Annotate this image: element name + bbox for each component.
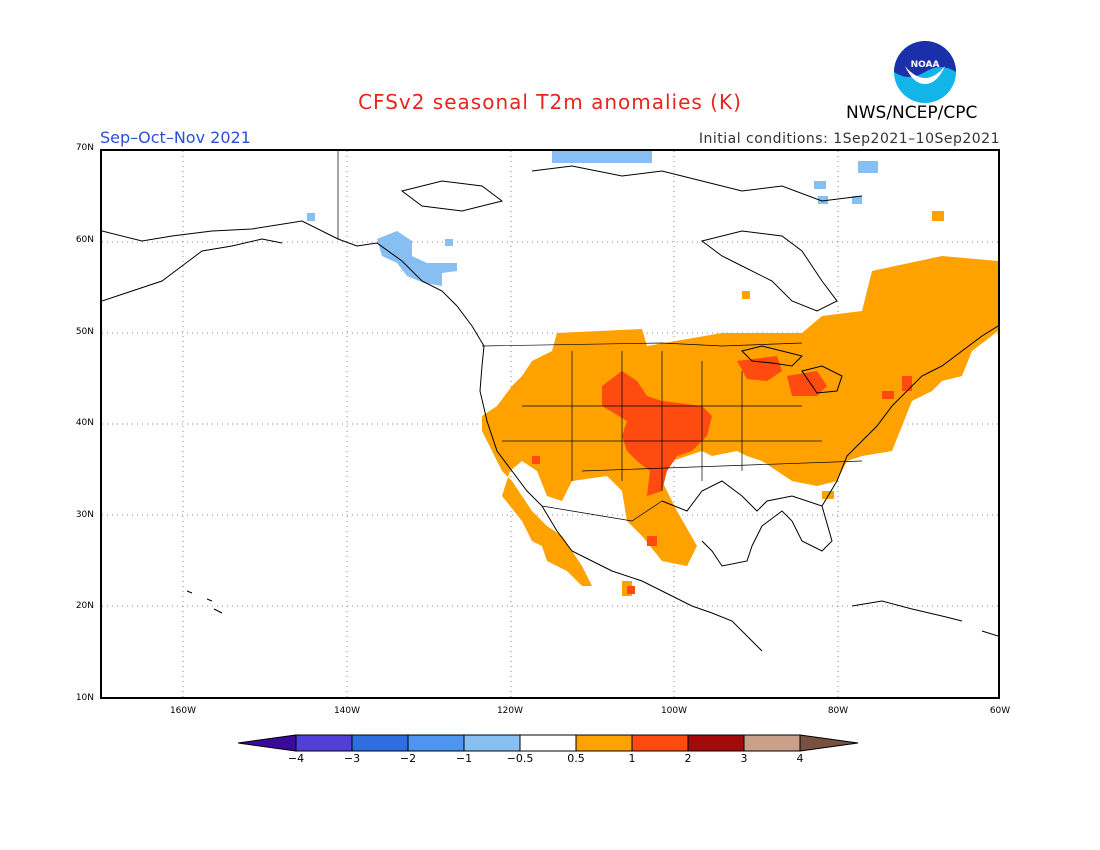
agency-label: NWS/NCEP/CPC bbox=[846, 103, 978, 123]
lat-label: 10N bbox=[75, 693, 94, 703]
legend-tick-label: 2 bbox=[684, 752, 692, 765]
legend-tick-label: 3 bbox=[740, 752, 748, 765]
legend-swatch bbox=[743, 734, 801, 752]
lat-label: 50N bbox=[75, 327, 94, 337]
lat-label: 40N bbox=[75, 418, 94, 428]
legend-swatch bbox=[351, 734, 409, 752]
lat-label: 70N bbox=[75, 143, 94, 153]
lat-label: 60N bbox=[75, 235, 94, 245]
color-legend bbox=[238, 734, 859, 752]
legend-swatch bbox=[295, 734, 353, 752]
political-boundaries bbox=[337, 151, 863, 522]
legend-swatch bbox=[519, 734, 577, 752]
legend-tick-label: −4 bbox=[287, 752, 305, 765]
lat-label: 30N bbox=[75, 510, 94, 520]
map-title: CFSv2 seasonal T2m anomalies (K) bbox=[358, 90, 742, 114]
legend-swatch bbox=[631, 734, 689, 752]
svg-text:NOAA: NOAA bbox=[911, 60, 940, 70]
map-canvas bbox=[102, 151, 998, 697]
legend-tick-label: 0.5 bbox=[567, 752, 585, 765]
warm-anomaly-0p5-to-1 bbox=[482, 211, 998, 596]
legend-tick-label: −2 bbox=[399, 752, 417, 765]
lon-label: 60W bbox=[989, 706, 1011, 716]
legend-tick-label: 1 bbox=[628, 752, 636, 765]
legend-arrow-min bbox=[238, 734, 297, 752]
coastlines bbox=[102, 165, 998, 652]
legend-tick-label: −0.5 bbox=[506, 752, 534, 765]
legend-tick-label: −3 bbox=[343, 752, 361, 765]
legend-swatch bbox=[575, 734, 633, 752]
legend-arrow-max bbox=[799, 734, 859, 752]
warm-anomaly-1-to-2 bbox=[532, 356, 912, 594]
lat-label: 20N bbox=[75, 601, 94, 611]
lon-label: 80W bbox=[827, 706, 849, 716]
lon-label: 140W bbox=[333, 706, 361, 716]
anomaly-map bbox=[100, 149, 1000, 699]
initial-conditions-label: Initial conditions: 1Sep2021–10Sep2021 bbox=[698, 131, 1000, 147]
legend-swatch bbox=[407, 734, 465, 752]
lon-label: 160W bbox=[169, 706, 197, 716]
lon-label: 100W bbox=[660, 706, 688, 716]
legend-tick-label: −1 bbox=[455, 752, 473, 765]
lon-label: 120W bbox=[496, 706, 524, 716]
noaa-logo-icon: NOAA bbox=[894, 41, 956, 103]
legend-swatch bbox=[463, 734, 521, 752]
legend-swatch bbox=[687, 734, 745, 752]
season-label: Sep–Oct–Nov 2021 bbox=[100, 128, 251, 147]
legend-tick-label: 4 bbox=[796, 752, 804, 765]
cool-anomaly-neg1-to-neg0p5 bbox=[307, 151, 878, 286]
